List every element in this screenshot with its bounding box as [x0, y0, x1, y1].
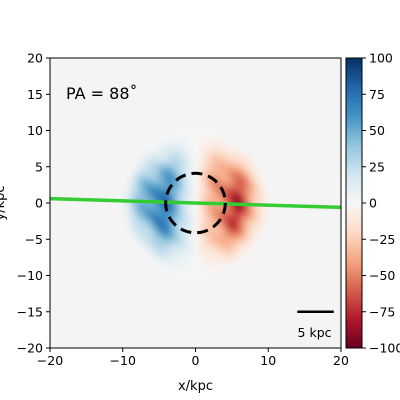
- y-tick-label: 10: [27, 123, 43, 138]
- colorbar-tick-label: −50: [369, 268, 395, 283]
- colorbar-tick-label: −100: [369, 341, 400, 356]
- x-tick-label: −20: [37, 353, 63, 368]
- y-tick-label: −20: [17, 341, 43, 356]
- colorbar-tick-label: −25: [369, 232, 395, 247]
- y-tick-label: −15: [17, 304, 43, 319]
- x-tick-label: 10: [260, 353, 276, 368]
- central-circle: [164, 171, 227, 235]
- y-tick-label: 0: [35, 196, 43, 211]
- colorbar-tick-label: 100: [369, 51, 393, 66]
- x-axis-label: x/kpc: [178, 379, 213, 394]
- pa-annotation: PA = 88˚: [66, 84, 138, 103]
- y-tick-label: −5: [25, 232, 43, 247]
- y-tick-label: 20: [27, 51, 43, 66]
- colorbar-tick-label: 50: [369, 123, 385, 138]
- x-tick-label: 20: [333, 353, 349, 368]
- x-tick-label: 0: [192, 353, 200, 368]
- x-tick-label: −10: [110, 353, 136, 368]
- colorbar: [345, 57, 363, 349]
- y-axis-label: y/kpc: [0, 185, 8, 220]
- colorbar-tick-label: 25: [369, 159, 385, 174]
- colorbar-tick-label: 0: [369, 196, 377, 211]
- position-angle-line: [50, 196, 341, 210]
- y-tick-label: 5: [35, 159, 43, 174]
- y-tick-label: −10: [17, 268, 43, 283]
- colorbar-tick-label: 75: [369, 87, 385, 102]
- y-tick-label: 15: [27, 87, 43, 102]
- colorbar-tick-label: −75: [369, 304, 395, 319]
- scale-bar-label: 5 kpc: [298, 325, 332, 340]
